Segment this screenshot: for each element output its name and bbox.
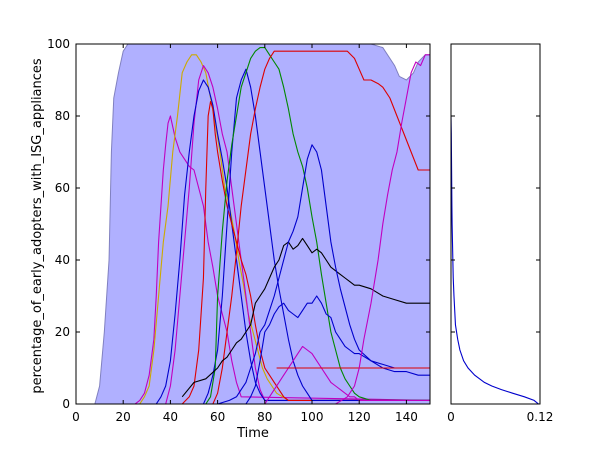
- x-tick-label: 140: [395, 410, 418, 424]
- y-tick-label: 20: [55, 325, 70, 339]
- y-tick-label: 40: [55, 253, 70, 267]
- x-tick-label: 100: [301, 410, 324, 424]
- y-tick-label: 0: [62, 397, 70, 411]
- y-tick-label: 100: [47, 37, 70, 51]
- y-tick-label: 60: [55, 181, 70, 195]
- x-tick-label: 60: [210, 410, 225, 424]
- y-tick-label: 80: [55, 109, 70, 123]
- y-axis-label: percentage_of_early_adopters_with_ISG_ap…: [30, 58, 45, 394]
- side-x-tick-label: 0: [447, 410, 455, 424]
- x-tick-label: 20: [116, 410, 131, 424]
- x-tick-label: 80: [257, 410, 272, 424]
- confidence-band-group: [95, 44, 430, 404]
- x-tick-label: 120: [348, 410, 371, 424]
- x-tick-label: 0: [72, 410, 80, 424]
- side-x-tick-label: 0.12: [527, 410, 554, 424]
- confidence-band: [95, 44, 430, 404]
- x-tick-label: 40: [163, 410, 178, 424]
- x-axis-label: Time: [236, 426, 269, 441]
